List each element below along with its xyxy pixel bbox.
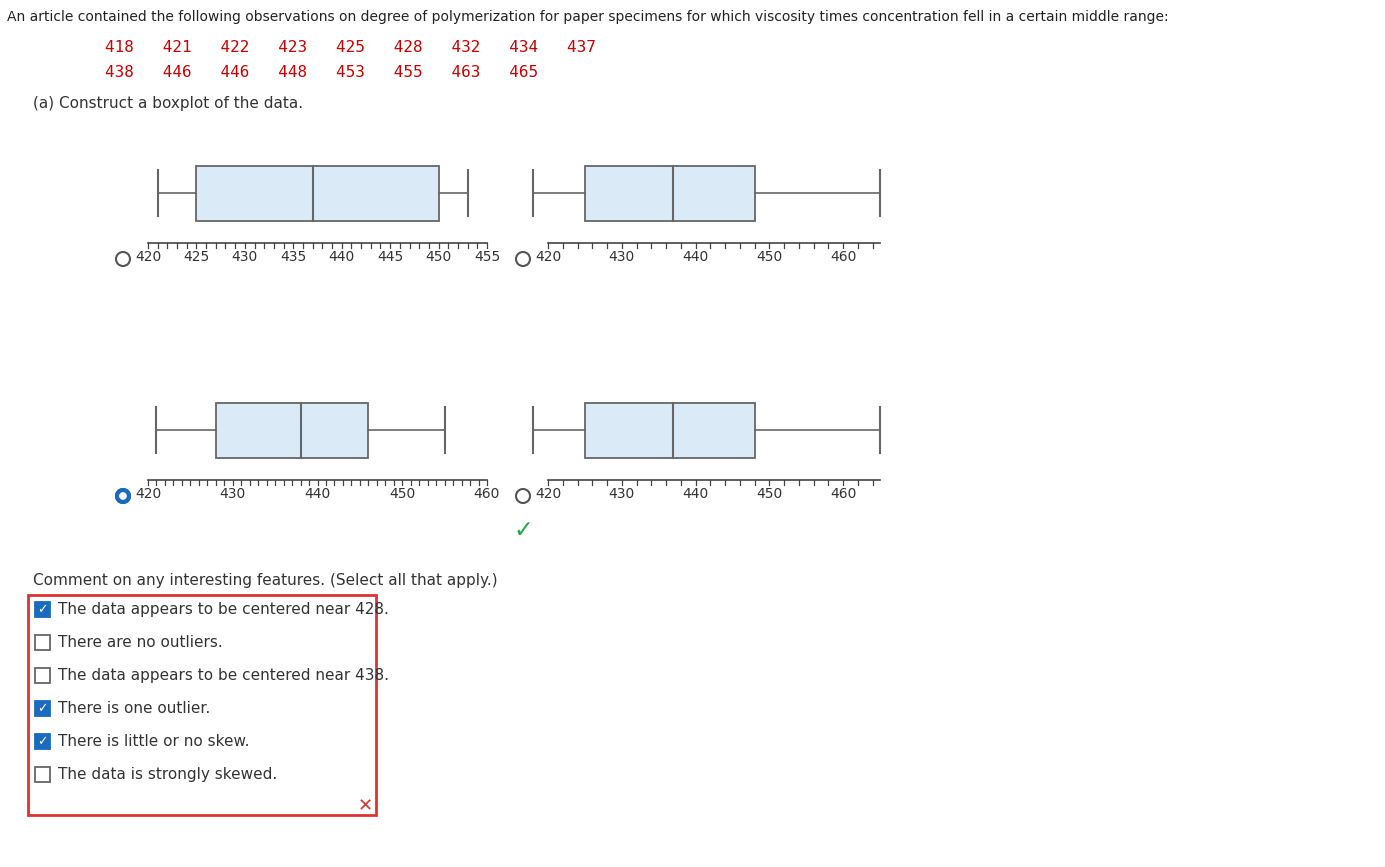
Text: 430: 430 — [220, 487, 247, 501]
Text: There is one outlier.: There is one outlier. — [58, 701, 211, 716]
Text: ✓: ✓ — [512, 518, 533, 542]
Bar — [35, 734, 50, 749]
Bar — [584, 166, 755, 220]
Text: 450: 450 — [756, 250, 783, 264]
Bar — [28, 595, 375, 815]
Text: 430: 430 — [608, 250, 634, 264]
Bar — [35, 668, 50, 683]
Text: 440: 440 — [305, 487, 331, 501]
Circle shape — [120, 492, 126, 499]
Bar — [35, 767, 50, 782]
Text: There are no outliers.: There are no outliers. — [58, 635, 223, 650]
Text: The data appears to be centered near 428.: The data appears to be centered near 428… — [58, 602, 389, 617]
Bar — [197, 166, 439, 220]
Text: 418   421   422   423   425   428   432   434   437: 418 421 422 423 425 428 432 434 437 — [105, 40, 596, 55]
Circle shape — [517, 489, 530, 503]
Text: 460: 460 — [474, 487, 500, 501]
Bar — [35, 701, 50, 716]
Text: 420: 420 — [134, 487, 161, 501]
Text: 440: 440 — [328, 250, 355, 264]
Text: 460: 460 — [830, 487, 856, 501]
Text: 450: 450 — [756, 487, 783, 501]
Text: 440: 440 — [683, 250, 709, 264]
Bar — [35, 602, 50, 617]
Text: There is little or no skew.: There is little or no skew. — [58, 734, 249, 749]
Text: (a) Construct a boxplot of the data.: (a) Construct a boxplot of the data. — [33, 96, 303, 111]
Text: 438   446   446   448   453   455   463   465: 438 446 446 448 453 455 463 465 — [105, 65, 539, 80]
Text: ✕: ✕ — [357, 797, 373, 815]
Text: 430: 430 — [608, 487, 634, 501]
Text: 425: 425 — [183, 250, 209, 264]
Text: 420: 420 — [134, 250, 161, 264]
Text: ✓: ✓ — [37, 735, 47, 748]
Circle shape — [116, 489, 130, 503]
Bar — [216, 402, 368, 458]
Circle shape — [517, 252, 530, 266]
Text: 450: 450 — [389, 487, 416, 501]
Text: 445: 445 — [377, 250, 403, 264]
Text: 450: 450 — [425, 250, 452, 264]
Text: 435: 435 — [280, 250, 306, 264]
Text: 420: 420 — [535, 250, 561, 264]
Bar — [584, 402, 755, 458]
Text: The data is strongly skewed.: The data is strongly skewed. — [58, 767, 277, 782]
Circle shape — [116, 489, 130, 503]
Text: 420: 420 — [535, 487, 561, 501]
Text: Comment on any interesting features. (Select all that apply.): Comment on any interesting features. (Se… — [33, 573, 497, 588]
Text: The data appears to be centered near 438.: The data appears to be centered near 438… — [58, 668, 389, 683]
Text: 460: 460 — [830, 250, 856, 264]
Circle shape — [116, 252, 130, 266]
Text: ✓: ✓ — [37, 603, 47, 616]
Text: 430: 430 — [231, 250, 258, 264]
Text: An article contained the following observations on degree of polymerization for : An article contained the following obser… — [7, 10, 1169, 24]
Text: 455: 455 — [474, 250, 500, 264]
Text: 440: 440 — [683, 487, 709, 501]
Text: ✓: ✓ — [37, 702, 47, 715]
Bar — [35, 635, 50, 650]
